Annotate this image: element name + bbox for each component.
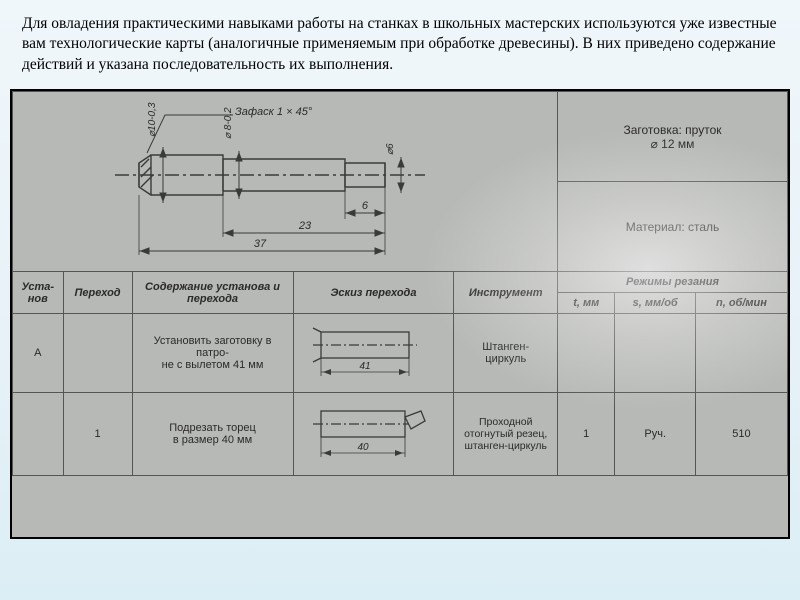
dim-6: 6 — [362, 200, 369, 212]
hdr-s: s, мм/об — [615, 293, 695, 314]
dia-label-1: ⌀ 8-0,2 — [223, 107, 234, 139]
sketch-row0: 41 — [299, 318, 429, 388]
hdr-soderzh: Содержание установа и перехода — [132, 272, 293, 314]
cell-sketch: 40 — [293, 393, 454, 476]
hdr-n: n, об/мин — [695, 293, 787, 314]
cell-instrument: Штанген- циркуль — [454, 314, 558, 393]
dim-23: 23 — [298, 220, 312, 232]
blank-label: Заготовка: пруток — [623, 123, 721, 137]
dim-37: 37 — [254, 238, 267, 250]
cell-instrument: Проходной отогнутый резец, штанген-цирку… — [454, 393, 558, 476]
cell-soderzh: Установить заготовку в патро- не с вылет… — [132, 314, 293, 393]
cell-perehod: 1 — [63, 393, 132, 476]
blank-cell: Заготовка: пруток ⌀ 12 мм — [557, 92, 787, 182]
sketch0-dim: 41 — [359, 361, 370, 372]
material-label: Материал: сталь — [626, 220, 720, 234]
cell-s: Руч. — [615, 393, 695, 476]
chamfer-label: Зафаск 1 × 45° — [235, 106, 313, 118]
hdr-eskiz: Эскиз перехода — [293, 272, 454, 314]
hdr-t: t, мм — [557, 293, 614, 314]
cell-sketch: 41 — [293, 314, 454, 393]
dia-label-0: ⌀10-0,3 — [147, 102, 158, 137]
part-drawing: Зафаск 1 × 45° ⌀10-0,3 ⌀ 8-0,2 ⌀6 — [18, 97, 552, 267]
cell-perehod — [63, 314, 132, 393]
part-drawing-cell: Зафаск 1 × 45° ⌀10-0,3 ⌀ 8-0,2 ⌀6 — [13, 92, 558, 272]
intro-paragraph: Для овладения практическими навыками раб… — [0, 0, 800, 85]
sketch1-dim: 40 — [357, 442, 369, 453]
cell-s — [615, 314, 695, 393]
cell-t — [557, 314, 614, 393]
hdr-perehod: Переход — [63, 272, 132, 314]
cell-n: 510 — [695, 393, 787, 476]
tech-card: Зафаск 1 × 45° ⌀10-0,3 ⌀ 8-0,2 ⌀6 — [10, 89, 790, 539]
intro-text: Для овладения практическими навыками раб… — [22, 15, 777, 73]
hdr-rezhimy: Режимы резания — [557, 272, 787, 293]
blank-dia: ⌀ 12 мм — [651, 137, 695, 151]
cell-t: 1 — [557, 393, 614, 476]
dia-label-2: ⌀6 — [385, 143, 396, 155]
sketch-row1: 40 — [299, 397, 429, 471]
cell-ustanov: А — [13, 314, 64, 393]
material-cell: Материал: сталь — [557, 182, 787, 272]
table-row: 1 Подрезать торец в размер 40 мм 40 Прох… — [13, 393, 788, 476]
cell-ustanov — [13, 393, 64, 476]
table-row: А Установить заготовку в патро- не с выл… — [13, 314, 788, 393]
hdr-instrument: Инструмент — [454, 272, 558, 314]
cell-soderzh: Подрезать торец в размер 40 мм — [132, 393, 293, 476]
tech-table: Зафаск 1 × 45° ⌀10-0,3 ⌀ 8-0,2 ⌀6 — [12, 91, 788, 476]
hdr-ustanov: Уста- нов — [13, 272, 64, 314]
cell-n — [695, 314, 787, 393]
